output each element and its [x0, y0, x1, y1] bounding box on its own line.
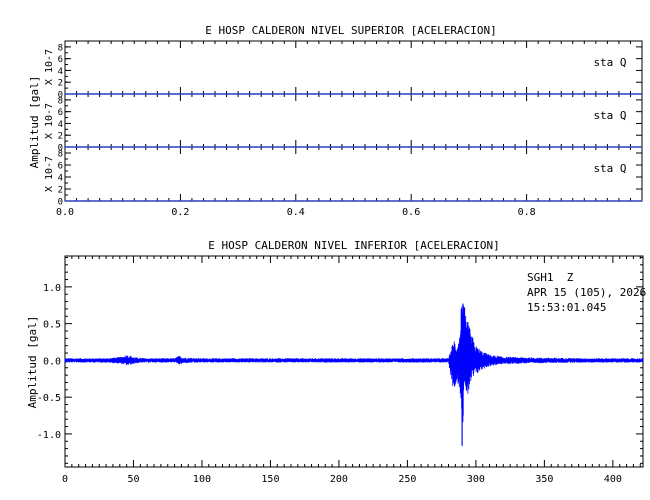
top-panel-2-scale-label: X 10-7 — [44, 103, 55, 139]
top-panel-2-y-tick-label: 8 — [58, 96, 63, 106]
top-panel-1-frame — [64, 40, 643, 95]
top-panel-1-y-tick-label: 4 — [58, 67, 63, 77]
bottom-series-line — [64, 303, 644, 447]
bottom-chart: E HOSP CALDERON NIVEL INFERIOR [ACELERAC… — [26, 239, 646, 485]
top-x-tick-label: 0.6 — [402, 207, 420, 218]
top-x-tick-label: 0.4 — [287, 207, 305, 218]
top-panel-1-station-label: sta Q — [593, 56, 626, 69]
top-panel-2-station-label: sta Q — [593, 109, 626, 122]
bottom-y-tick-label: 0.0 — [43, 356, 61, 367]
top-panel-traces — [65, 93, 642, 202]
annotation-time: 15:53:01.045 — [527, 301, 606, 314]
bottom-x-tick-label: 100 — [193, 474, 211, 485]
top-panel-1-scale-label: X 10-7 — [44, 49, 55, 85]
annotation-date: APR 15 (105), 2026 — [527, 286, 646, 299]
top-panel-3: 0 2 4 6 8 X 10-7 sta Q — [44, 146, 643, 208]
bottom-x-tick-label: 200 — [330, 474, 348, 485]
bottom-seismogram-trace — [64, 303, 644, 447]
top-panel-2-frame — [64, 93, 643, 148]
top-panel-3-y-tick-label: 8 — [58, 150, 63, 160]
top-x-tick-label: 0.8 — [518, 207, 536, 218]
top-panel-3-scale-label: X 10-7 — [44, 156, 55, 192]
top-panel-2-y-tick-label: 2 — [58, 132, 63, 142]
bottom-x-tick-label: 350 — [535, 474, 553, 485]
bottom-chart-ylabel: Amplitud [gal] — [26, 316, 39, 409]
top-panel-3-y-tick-label: 6 — [58, 162, 63, 172]
top-panel-2-y-tick-label: 0 — [58, 144, 63, 154]
top-x-tick-label: 0.2 — [171, 207, 189, 218]
bottom-x-ticks: 0 50 100 150 200 250 300 350 400 — [62, 256, 641, 485]
top-panel-1-y-tick-label: 6 — [58, 55, 63, 65]
bottom-y-tick-label: -1.0 — [37, 430, 61, 441]
top-panel-3-y-tick-label: 0 — [58, 198, 63, 208]
top-panel-3-frame — [64, 146, 643, 202]
bottom-chart-title: E HOSP CALDERON NIVEL INFERIOR [ACELERAC… — [208, 239, 499, 252]
top-chart: E HOSP CALDERON NIVEL SUPERIOR [ACELERAC… — [28, 24, 643, 218]
top-panel-1-y-tick-label: 0 — [58, 91, 63, 101]
top-panel-2-y-tick-label: 6 — [58, 108, 63, 118]
top-panel-1-y-tick-label: 8 — [58, 43, 63, 53]
bottom-y-tick-label: 0.5 — [43, 320, 61, 331]
top-chart-title: E HOSP CALDERON NIVEL SUPERIOR [ACELERAC… — [205, 24, 496, 37]
top-panel-3-y-tick-label: 2 — [58, 186, 63, 196]
top-panel-3-y-tick-label: 4 — [58, 174, 63, 184]
top-panel-1: 0 2 4 6 8 X 10-7 sta Q — [44, 40, 643, 101]
bottom-x-tick-label: 250 — [398, 474, 416, 485]
top-panel-1-y-tick-label: 2 — [58, 79, 63, 89]
bottom-x-tick-label: 300 — [467, 474, 485, 485]
bottom-y-tick-label: -0.5 — [37, 393, 61, 404]
bottom-annotation: SGH1 Z APR 15 (105), 2026 15:53:01.045 — [527, 271, 646, 314]
bottom-x-tick-label: 150 — [261, 474, 279, 485]
bottom-x-tick-label: 0 — [62, 474, 68, 485]
top-chart-ylabel: Amplitud [gal] — [28, 76, 41, 169]
bottom-x-tick-label: 50 — [127, 474, 139, 485]
top-x-tick-label: 0.0 — [56, 207, 74, 218]
top-panel-2: 0 2 4 6 8 X 10-7 sta Q — [44, 93, 643, 154]
top-x-tick-labels: 0.0 0.2 0.4 0.6 0.8 — [56, 207, 536, 218]
top-panel-2-y-tick-label: 4 — [58, 120, 63, 130]
bottom-x-tick-label: 400 — [604, 474, 622, 485]
annotation-station: SGH1 Z — [527, 271, 574, 284]
bottom-y-tick-label: 1.0 — [43, 283, 61, 294]
top-panel-3-station-label: sta Q — [593, 162, 626, 175]
